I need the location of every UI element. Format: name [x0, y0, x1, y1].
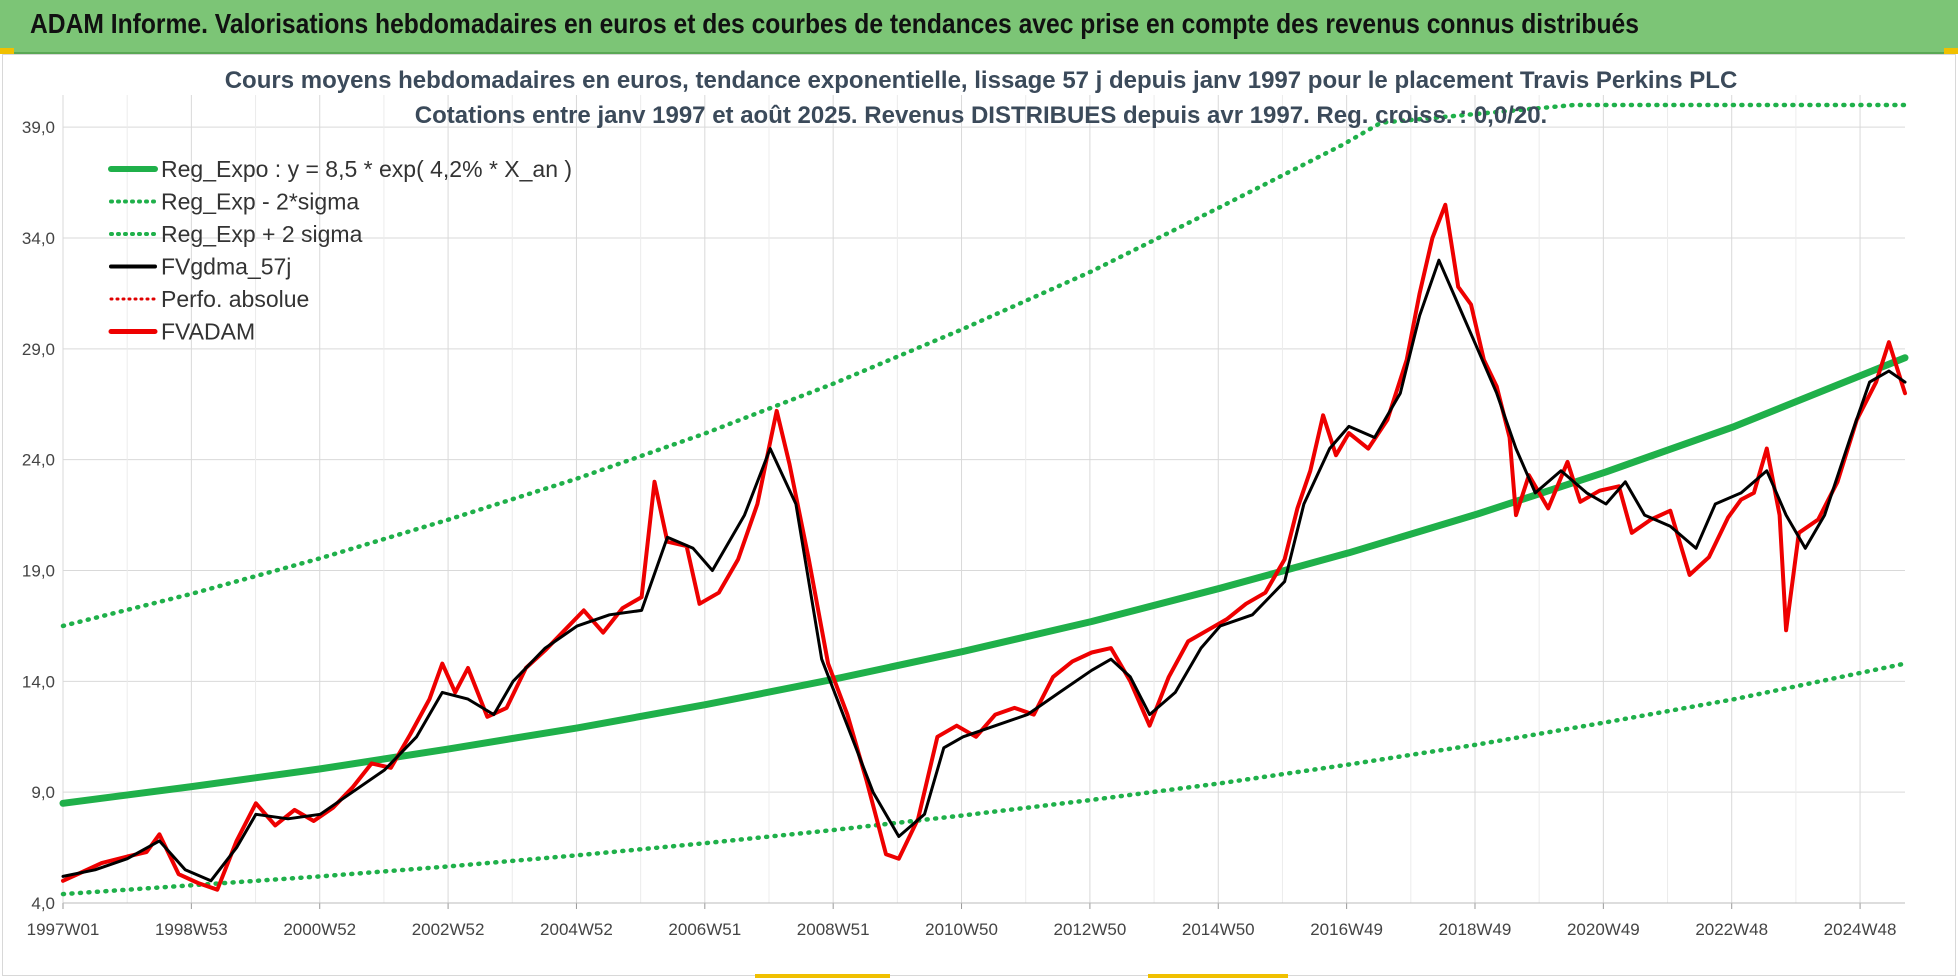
- x-tick-label: 2020W49: [1567, 920, 1640, 939]
- series-line-reg_exp: [60, 102, 1908, 629]
- x-tick-label: 2018W49: [1439, 920, 1512, 939]
- page-title: ADAM Informe. Valorisations hebdomadaire…: [30, 8, 1639, 39]
- x-tick-label: 2012W50: [1054, 920, 1127, 939]
- x-tick-label: 2006W51: [668, 920, 741, 939]
- x-tick-label: 2010W50: [925, 920, 998, 939]
- x-tick-label: 2008W51: [797, 920, 870, 939]
- legend-label: Reg_Exp + 2 sigma: [161, 221, 363, 247]
- y-tick-label: 34,0: [22, 229, 55, 248]
- grid-layer: [62, 95, 1905, 904]
- bottom-strip-1: [755, 974, 890, 978]
- series-line-reg_exp: [60, 661, 1908, 897]
- chart-title-line1: Cours moyens hebdomadaires en euros, ten…: [225, 67, 1738, 94]
- legend-label: FVADAM: [161, 319, 255, 345]
- y-tick-label: 14,0: [22, 672, 55, 691]
- axis-layer: 4,0 9,0 14,0 19,0 24,0 29,0 34,0 39,0 1997W01 199…: [22, 118, 1905, 939]
- y-tick-label: 19,0: [22, 562, 55, 581]
- series-line-fvadam: [61, 202, 1907, 892]
- header-bar: ADAM Informe. Valorisations hebdomadaire…: [0, 0, 1958, 54]
- series-layer: [59, 102, 1909, 897]
- y-tick-label: 39,0: [22, 118, 55, 137]
- x-tick-label: 2016W49: [1310, 920, 1383, 939]
- x-tick-label: 2022W48: [1695, 920, 1768, 939]
- x-tick-label: 1997W01: [27, 920, 100, 939]
- bottom-strip-2: [1148, 974, 1288, 978]
- x-tick-label: 2014W50: [1182, 920, 1255, 939]
- corner-marker-right: [1944, 48, 1958, 54]
- x-tick-label: 2000W52: [283, 920, 356, 939]
- line-chart: 4,0 9,0 14,0 19,0 24,0 29,0 34,0 39,0 1997W01 199…: [22, 67, 1909, 939]
- x-tick-label: 2004W52: [540, 920, 613, 939]
- y-tick-label: 4,0: [31, 894, 55, 913]
- legend-label: Perfo. absolue: [161, 286, 309, 312]
- legend-label: FVgdma_57j: [161, 254, 291, 280]
- y-tick-label: 9,0: [31, 783, 55, 802]
- x-tick-label: 2002W52: [412, 920, 485, 939]
- x-tick-label: 2024W48: [1824, 920, 1897, 939]
- x-tick-label: 1998W53: [155, 920, 228, 939]
- chart-title-group: Cours moyens hebdomadaires en euros, ten…: [225, 67, 1738, 129]
- y-tick-label: 24,0: [22, 451, 55, 470]
- chart-title-line2: Cotations entre janv 1997 et août 2025. …: [415, 102, 1547, 129]
- chart-area: 4,0 9,0 14,0 19,0 24,0 29,0 34,0 39,0 1997W01 199…: [2, 54, 1956, 976]
- series-line-reg_expo: [59, 354, 1909, 807]
- legend-label: Reg_Expo : y = 8,5 * exp( 4,2% * X_an ): [161, 156, 572, 182]
- legend: Reg_Expo : y = 8,5 * exp( 4,2% * X_an ) R…: [108, 156, 572, 345]
- y-tick-label: 29,0: [22, 340, 55, 359]
- series-line-fvgdma_57j: [61, 258, 1907, 883]
- legend-label: Reg_Exp - 2*sigma: [161, 189, 359, 215]
- corner-marker-left: [0, 48, 14, 54]
